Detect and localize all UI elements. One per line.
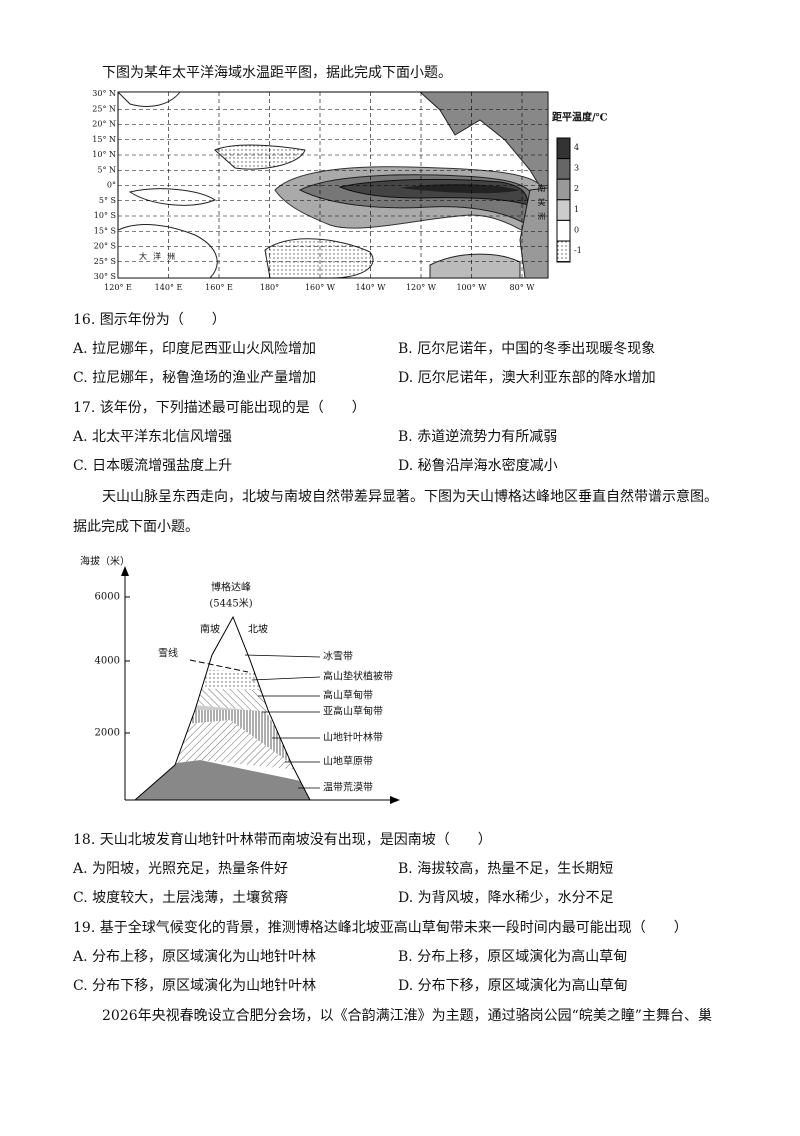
- paragraph: 天山山脉呈东西走向，北坡与南坡自然带差异显著。下图为天山博格达峰地区垂直自然带谱…: [102, 488, 718, 505]
- y-tick-label: 6000: [95, 592, 120, 603]
- option: A. 拉尼娜年，印度尼西亚山火风险增加: [72, 341, 316, 357]
- lon-label: 160° E: [205, 283, 233, 292]
- paragraph: 2026年央视春晚设立合肥分会场，以《合韵满江淮》为主题，通过骆岗公园“皖美之瞳…: [102, 1007, 712, 1024]
- lat-label: 10° N: [92, 150, 116, 159]
- option: A. 北太平洋东北信风增强: [72, 429, 232, 445]
- legend-title: 距平温度/℃: [552, 111, 608, 124]
- lon-label: 100° W: [456, 283, 487, 292]
- lat-label: 30° N: [92, 89, 116, 98]
- zone-label: 亚高山草甸带: [323, 705, 383, 718]
- lon-label: 120° W: [406, 283, 437, 292]
- question-stem: 16. 图示年份为（ ）: [73, 312, 226, 328]
- slope-label: 南坡: [200, 623, 220, 636]
- question-stem: 19. 基于全球气候变化的背景，推测博格达峰北坡亚高山草甸带未来一段时间内最可能…: [73, 919, 688, 936]
- legend-value: 4: [574, 143, 579, 152]
- legend-value: -1: [574, 246, 582, 255]
- peak-height: (5445米): [209, 597, 252, 610]
- zone-label: 温带荒漠带: [323, 782, 373, 794]
- intro: 下图为某年太平洋海域水温距平图，据此完成下面小题。: [102, 65, 452, 81]
- axis-label: 海拔（米）: [80, 555, 130, 568]
- region-label: 大洋洲: [139, 251, 181, 261]
- question-stem: 17. 该年份，下列描述最可能出现的是（ ）: [73, 400, 366, 416]
- mountain-diagram: [121, 566, 400, 804]
- option: C. 日本暖流增强盐度上升: [73, 458, 232, 474]
- legend-value: 3: [574, 164, 579, 173]
- lon-label: 80° W: [510, 283, 536, 292]
- lon-label: 120° E: [104, 283, 132, 292]
- legend-swatch: [556, 219, 571, 242]
- peak-name: 博格达峰: [211, 581, 251, 594]
- lat-label: 25° S: [94, 257, 116, 266]
- lat-label: 20° S: [94, 242, 116, 251]
- lon-label: 140° E: [155, 283, 183, 292]
- legend-swatch: [556, 240, 571, 263]
- lat-label: 15° N: [92, 135, 116, 144]
- legend-swatch: [556, 199, 571, 221]
- legend-value: 0: [574, 225, 579, 234]
- lon-label: 180°: [260, 283, 279, 292]
- lat-label: 10° S: [94, 211, 116, 220]
- lat-label: 20° N: [92, 120, 116, 129]
- paragraph: 据此完成下面小题。: [73, 519, 199, 535]
- option: B. 赤道逆流势力有所减弱: [398, 429, 557, 445]
- option: D. 为背风坡，降水稀少，水分不足: [398, 890, 614, 906]
- legend-value: 2: [574, 184, 579, 193]
- slope-label: 北坡: [248, 623, 268, 636]
- zone-label: 高山垫状植被带: [323, 670, 393, 683]
- lat-label: 15° S: [94, 226, 116, 235]
- option: D. 秘鲁沿岸海水密度减小: [398, 457, 558, 474]
- lat-label: 5° N: [97, 165, 116, 174]
- option: D. 厄尔尼诺年，澳大利亚东部的降水增加: [398, 370, 656, 386]
- leader-line: [251, 676, 321, 681]
- zone-label: 高山草甸带: [323, 689, 373, 702]
- zone-label: 山地草原带: [323, 755, 373, 768]
- option: C. 分布下移，原区域演化为山地针叶林: [73, 978, 316, 994]
- option: B. 海拔较高，热量不足，生长期短: [398, 860, 613, 877]
- option: A. 为阳坡，光照充足，热量条件好: [72, 860, 288, 877]
- option: D. 分布下移，原区域演化为高山草甸: [398, 977, 628, 994]
- lat-label: 5° S: [99, 196, 116, 205]
- option: A. 分布上移，原区域演化为山地针叶林: [72, 949, 316, 965]
- legend-value: 1: [574, 205, 579, 214]
- option: C. 坡度较大，土层浅薄，土壤贫瘠: [73, 889, 288, 906]
- zone-label: 冰雪带: [323, 650, 353, 663]
- legend-swatch: [556, 137, 571, 160]
- lat-label: 0°: [107, 181, 116, 190]
- lon-label: 160° W: [305, 283, 336, 292]
- legend-swatch: [556, 158, 571, 180]
- y-tick-label: 2000: [95, 728, 120, 739]
- sst-map: [117, 91, 571, 279]
- lon-label: 140° W: [355, 283, 386, 292]
- leader-line: [244, 654, 321, 658]
- y-tick-label: 4000: [95, 656, 120, 667]
- question-stem: 18. 天山北坡发育山地针叶林带而南坡没有出现，是因南坡（ ）: [73, 832, 492, 848]
- snow-line-label: 雪线: [158, 647, 178, 660]
- region-label: 南美洲: [537, 183, 546, 226]
- zone-label: 山地针叶林带: [323, 731, 383, 744]
- lat-label: 25° N: [92, 104, 116, 113]
- option: B. 分布上移，原区域演化为高山草甸: [398, 948, 627, 965]
- lat-label: 30° S: [94, 272, 116, 281]
- legend-swatch: [556, 178, 571, 201]
- option: B. 厄尔尼诺年，中国的冬季出现暖冬现象: [398, 341, 655, 357]
- option: C. 拉尼娜年，秘鲁渔场的渔业产量增加: [73, 370, 316, 386]
